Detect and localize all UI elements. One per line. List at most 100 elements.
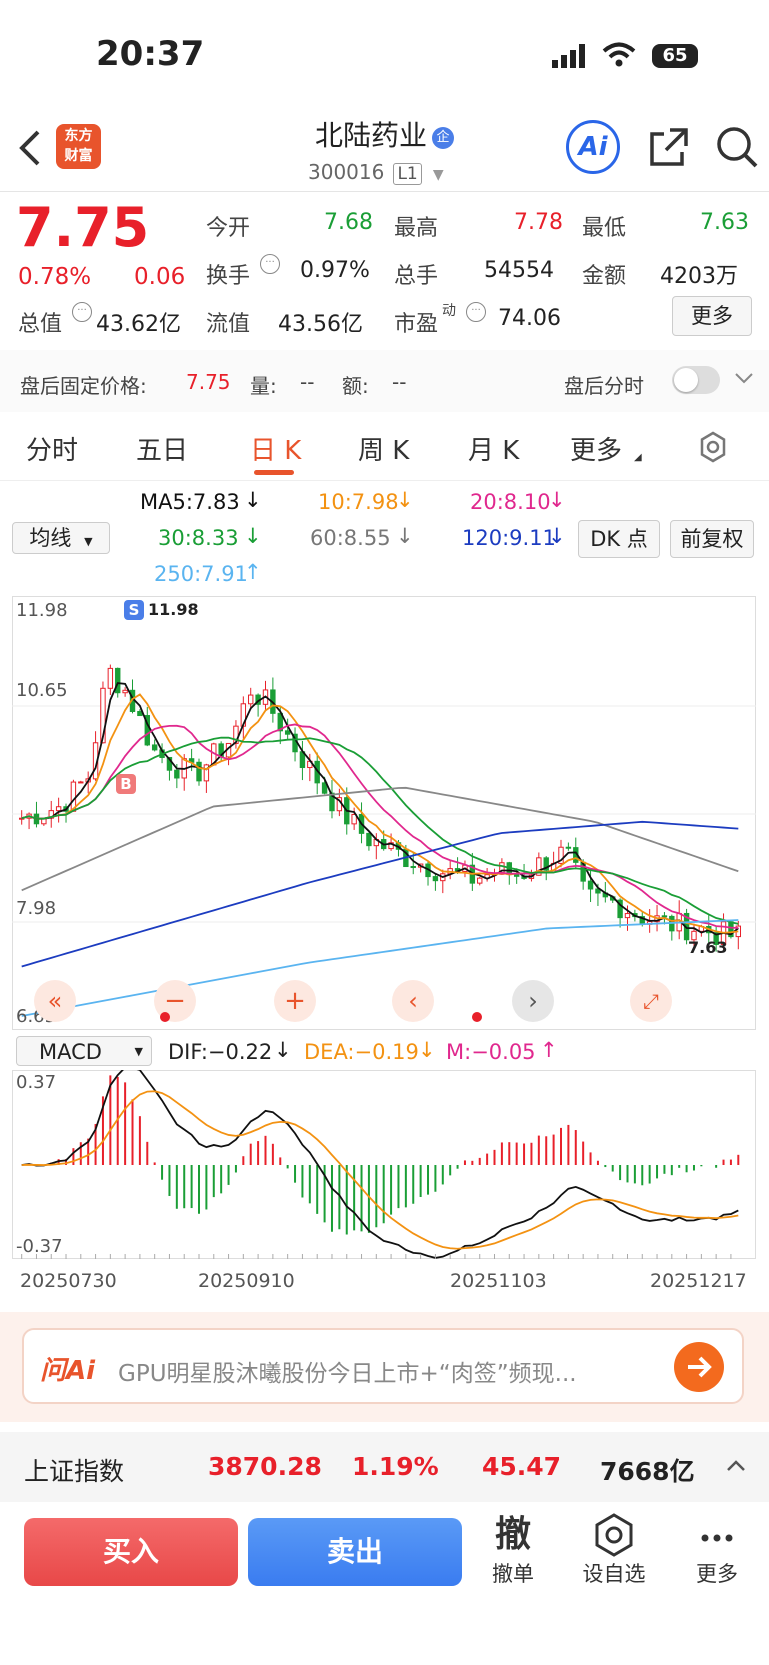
tab-daily-k[interactable]: 日 K	[250, 436, 302, 466]
gear-icon[interactable]	[696, 430, 730, 468]
ma5-line	[21, 682, 739, 936]
ma60-label: 60:8.55	[310, 526, 391, 550]
chevron-left-icon[interactable]: ‹	[392, 980, 434, 1022]
ma250-label: 250:7.91	[154, 562, 248, 586]
candle-body	[115, 667, 121, 694]
chevron-down-icon: ▼	[432, 167, 444, 183]
info-icon[interactable]: ···	[466, 302, 486, 322]
active-tab-indicator	[254, 470, 294, 475]
caret-down-icon: ▼	[134, 1045, 143, 1058]
after-hours-toggle[interactable]	[672, 366, 720, 394]
tab-weekly-k[interactable]: 周 K	[358, 436, 410, 466]
ma10-label: 10:7.98	[318, 490, 399, 514]
after-hours-amt: --	[392, 370, 407, 394]
chevron-right-icon[interactable]: ›	[512, 980, 554, 1022]
stock-code-row[interactable]: 300016 L1 ▼	[308, 160, 444, 185]
candle-body	[107, 667, 114, 689]
ma20-label: 20:8.10	[470, 490, 551, 514]
candle-body	[196, 761, 202, 782]
date-label: 20250910	[198, 1270, 295, 1292]
more-button[interactable]: 更多	[672, 296, 752, 336]
tab-monthly-k[interactable]: 月 K	[468, 436, 520, 466]
candle-body	[351, 814, 357, 825]
candle-body	[100, 687, 106, 744]
cancel-icon: 撤	[494, 1514, 531, 1555]
sell-button[interactable]: 卖出	[248, 1518, 462, 1586]
macd-y-top: 0.37	[16, 1072, 57, 1093]
divider	[0, 480, 769, 481]
ma30-line	[21, 736, 739, 925]
chevron-down-icon[interactable]	[734, 368, 754, 392]
kline-chart[interactable]: 11.98 10.65 7.98 6.65 S 11.98 B 7.63	[12, 596, 756, 1030]
dot-indicator	[472, 1012, 482, 1022]
index-name: 上证指数	[24, 1457, 125, 1486]
search-icon[interactable]	[714, 124, 760, 174]
dot-indicator	[160, 1012, 170, 1022]
expand-icon[interactable]: ⤢	[630, 980, 672, 1022]
zoom-out-icon[interactable]: −	[154, 980, 196, 1022]
index-bar[interactable]: 上证指数 3870.28 1.19% 45.47 7668亿	[0, 1432, 769, 1502]
macd-selector[interactable]: MACD ▼	[16, 1036, 152, 1066]
news-banner[interactable]: 问Ai GPU明星股沐曦股份今日上市+“肉签”频现...	[22, 1328, 744, 1404]
arrow-right-icon[interactable]	[674, 1342, 724, 1392]
candle-body	[321, 782, 328, 794]
caret-down-icon: ▼	[84, 535, 93, 548]
news-text: GPU明星股沐曦股份今日上市+“肉签”频现...	[118, 1361, 577, 1387]
candle-body	[536, 857, 542, 876]
field-label: 最低	[582, 216, 627, 241]
buy-button[interactable]: 买入	[24, 1518, 238, 1586]
candle-body	[661, 915, 668, 918]
add-watchlist-button[interactable]: 设自选	[576, 1512, 652, 1588]
info-icon[interactable]: ···	[260, 254, 280, 274]
ma-selector[interactable]: 均线 ▼	[12, 522, 110, 554]
ai-button[interactable]: Ai	[566, 120, 620, 174]
arrow-down-icon: ↓	[244, 488, 262, 512]
sell-marker: S	[124, 600, 144, 620]
date-label: 20251103	[450, 1270, 547, 1292]
dif-label: DIF:−0.22	[168, 1040, 273, 1064]
dk-point-button[interactable]: DK 点	[578, 520, 660, 558]
arrow-down-icon: ↓	[396, 488, 414, 512]
level-badge: L1	[393, 163, 422, 185]
y-label: 7.98	[16, 898, 57, 919]
candle-body	[284, 730, 291, 735]
pe-value: 74.06	[498, 306, 561, 331]
arrow-down-icon: ↓	[274, 1038, 292, 1062]
field-label: 换手	[206, 264, 251, 289]
low-value: 7.63	[700, 210, 749, 235]
candle-body	[366, 832, 372, 847]
change-amount: 0.06	[134, 264, 186, 290]
status-time: 20:37	[96, 34, 205, 74]
tab-five-day[interactable]: 五日	[136, 436, 189, 466]
field-label: 流值	[206, 312, 251, 337]
arrow-up-icon: ↑	[540, 1038, 558, 1062]
arrow-down-icon: ↓	[548, 524, 566, 548]
share-icon[interactable]	[648, 126, 690, 172]
chevron-up-icon[interactable]	[726, 1456, 746, 1480]
candle-body	[595, 888, 601, 894]
enterprise-badge: 企	[432, 127, 455, 149]
macd-chart[interactable]: 0.37 -0.37	[12, 1066, 756, 1260]
ma10-line	[21, 693, 739, 934]
tab-intraday[interactable]: 分时	[26, 436, 79, 466]
cancel-order-button[interactable]: 撤 撤单	[480, 1512, 546, 1588]
arrow-down-icon: ↓	[396, 524, 414, 548]
ma5-label: MA5:7.83	[140, 490, 240, 514]
candle-body	[587, 880, 594, 890]
macd-y-bottom: -0.37	[16, 1236, 63, 1257]
candle-body	[499, 862, 505, 875]
zoom-in-icon[interactable]: +	[274, 980, 316, 1022]
candle-body	[691, 930, 697, 941]
ma30-label: 30:8.33	[158, 526, 239, 550]
amount-value: 4203万	[660, 264, 738, 289]
arrow-down-icon: ↓	[418, 1038, 436, 1062]
ma250-line	[21, 919, 739, 1017]
field-label: 总手	[394, 264, 439, 289]
tab-more[interactable]: 更多	[570, 436, 623, 466]
info-icon[interactable]: ···	[72, 302, 92, 322]
app-logo: 东方 财富	[56, 124, 101, 169]
fast-backward-icon[interactable]: «	[34, 980, 76, 1022]
restoration-button[interactable]: 前复权	[670, 520, 754, 558]
back-icon[interactable]	[16, 128, 42, 172]
more-nav-button[interactable]: 更多	[684, 1512, 750, 1588]
